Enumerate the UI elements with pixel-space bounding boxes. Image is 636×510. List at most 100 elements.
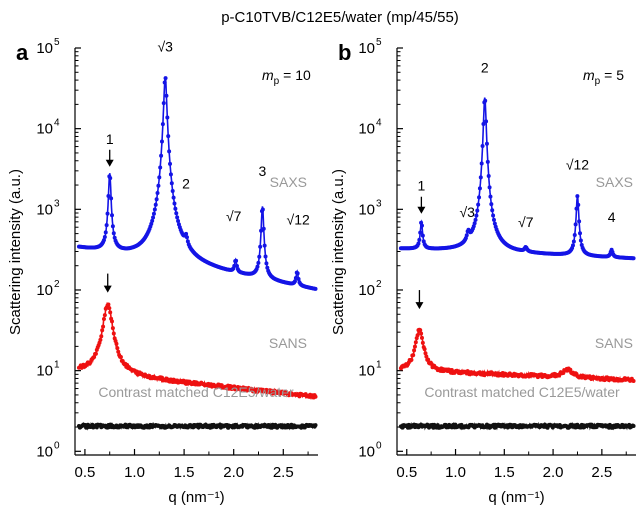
saxs-curve-point <box>489 202 494 207</box>
saxs-curve-point <box>474 213 479 218</box>
saxs-curve-point <box>256 260 261 265</box>
saxs-curve-point <box>165 115 170 120</box>
saxs-curve-point <box>152 207 157 212</box>
saxs-curve-point <box>477 195 482 200</box>
saxs-curve-point <box>473 217 478 222</box>
sans-curve-point <box>100 328 105 333</box>
peak-label: √7 <box>518 214 534 230</box>
curve-label-1: SANS <box>269 335 307 351</box>
saxs-curve-point <box>112 235 117 240</box>
saxs-curve-point <box>484 141 489 146</box>
saxs-curve-point <box>573 222 578 227</box>
saxs-curve-point <box>170 188 175 193</box>
saxs-curve-point <box>176 219 181 224</box>
saxs-curve-point <box>295 271 300 276</box>
saxs-curve-point <box>110 224 115 229</box>
saxs-curve-point <box>417 237 422 242</box>
y-tick-label: 10 <box>36 201 53 218</box>
sans-curve-point <box>419 335 424 340</box>
y-tick-exponent: 5 <box>54 37 60 48</box>
curve-label-0: SAXS <box>270 174 307 190</box>
x-tick-label: 2.5 <box>591 464 612 481</box>
x-tick-label: 2.5 <box>273 464 294 481</box>
curve-label-2: Contrast matched C12E5/water <box>98 384 294 400</box>
saxs-curve-point <box>475 208 480 213</box>
sans-curve-point <box>411 353 416 358</box>
peak-label: 1 <box>106 131 114 147</box>
mp-annotation: mp = 10 <box>262 67 311 87</box>
saxs-curve-point <box>492 221 497 226</box>
sans-curve-point <box>118 355 123 360</box>
saxs-curve-point <box>479 161 484 166</box>
saxs-curve-point <box>234 264 239 269</box>
saxs-curve-point <box>472 221 477 226</box>
saxs-curve-point <box>154 197 159 202</box>
x-tick-label: 0.5 <box>74 464 95 481</box>
saxs-curve-point <box>105 211 110 216</box>
saxs-curve-point <box>173 206 178 211</box>
saxs-curve-point <box>168 172 173 177</box>
saxs-curve-point <box>161 101 166 106</box>
saxs-curve-point <box>175 215 180 220</box>
sans-curve-point <box>423 351 428 356</box>
y-tick-exponent: 3 <box>376 198 382 209</box>
saxs-curve-point <box>258 244 263 249</box>
saxs-curve-point <box>106 194 111 199</box>
peak-arrow-head <box>417 206 426 214</box>
y-tick-label: 10 <box>358 443 375 460</box>
y-tick-label: 10 <box>36 40 53 57</box>
x-tick-label: 1.0 <box>124 464 145 481</box>
saxs-curve-point <box>159 139 164 144</box>
y-tick-label: 10 <box>358 282 375 299</box>
saxs-curve-point <box>262 243 267 248</box>
saxs-curve-point <box>481 122 486 127</box>
saxs-curve-point <box>476 202 481 207</box>
y-tick-label: 10 <box>36 443 53 460</box>
saxs-curve-point <box>264 261 269 266</box>
plot-area <box>398 97 636 431</box>
saxs-curve-point <box>416 241 421 246</box>
saxs-curve-point <box>162 80 167 85</box>
sans-curve-point <box>101 317 106 322</box>
y-tick-exponent: 4 <box>376 118 382 129</box>
saxs-curve-point <box>483 98 488 103</box>
saxs-curve-point <box>263 254 268 259</box>
sans-curve-point <box>424 354 429 359</box>
saxs-curve-point <box>160 122 165 127</box>
sans-curve-point <box>418 328 423 333</box>
y-tick-label: 10 <box>36 363 53 380</box>
peak-label: √3 <box>158 39 174 55</box>
saxs-curve-point <box>484 119 489 124</box>
saxs-curve-point <box>255 264 260 269</box>
y-tick-label: 10 <box>36 282 53 299</box>
y-tick-label: 10 <box>358 201 375 218</box>
saxs-curve-point <box>477 186 482 191</box>
saxs-curve-point <box>578 238 583 243</box>
peak-label: 2 <box>481 59 489 75</box>
saxs-curve-point <box>292 279 297 284</box>
saxs-curve-point <box>418 230 423 235</box>
saxs-curve-point <box>486 174 491 179</box>
saxs-curve-point <box>577 219 582 224</box>
sans-curve-point <box>102 313 107 318</box>
x-axis-label: q (nm⁻¹) <box>168 489 224 506</box>
sans-curve-point <box>422 347 427 352</box>
x-tick-label: 2.0 <box>543 464 564 481</box>
y-tick-exponent: 0 <box>54 440 60 451</box>
saxs-curve-point <box>572 233 577 238</box>
panel-label: a <box>16 40 29 65</box>
peak-arrow-head <box>105 159 114 167</box>
sans-curve-point <box>111 331 116 336</box>
y-tick-exponent: 1 <box>376 360 382 371</box>
saxs-curve-point <box>102 235 107 240</box>
sans-curve-point <box>99 334 104 339</box>
x-tick-label: 0.5 <box>396 464 417 481</box>
sans-curve-point <box>426 357 431 362</box>
x-tick-label: 1.5 <box>494 464 515 481</box>
sans-curve-point <box>415 333 420 338</box>
y-tick-label: 10 <box>358 363 375 380</box>
saxs-curve-point <box>480 143 485 148</box>
saxs-curve-point <box>578 231 583 236</box>
